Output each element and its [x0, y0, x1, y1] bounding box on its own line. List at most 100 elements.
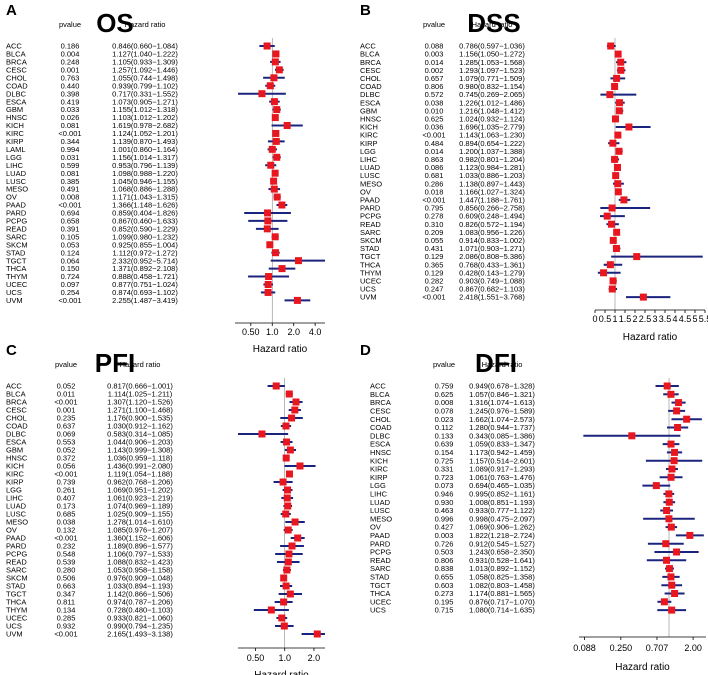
- row-hr-text: 1.278(1.014−1.610): [107, 518, 173, 527]
- row-hr-text: 0.717(0.331−1.552): [112, 89, 178, 98]
- row-hr-text: 1.013(0.892−1.152): [469, 564, 535, 573]
- row-hr-text: 1.001(0.860−1.164): [112, 145, 178, 154]
- x-tick-label: 0.707: [646, 643, 669, 653]
- row-label: KICH: [6, 121, 24, 130]
- row-hr-text: 0.826(0.572−1.194): [459, 220, 525, 229]
- row-label: SARC: [370, 564, 391, 573]
- hr-point: [278, 614, 286, 622]
- hr-point: [639, 293, 647, 301]
- row-label: HNSC: [6, 113, 28, 122]
- row-hr-text: 1.098(0.988−1.220): [112, 169, 178, 178]
- row-pvalue: 0.129: [425, 268, 444, 277]
- row-hr-text: 1.053(0.958−1.158): [107, 566, 173, 575]
- hr-point: [667, 440, 675, 448]
- row-hr-text: 1.099(0.980−1.232): [112, 232, 178, 241]
- row-label: LUAD: [6, 502, 27, 511]
- row-pvalue: 0.004: [61, 50, 80, 59]
- hr-point: [292, 398, 300, 406]
- row-label: READ: [360, 220, 381, 229]
- hr-point: [286, 446, 294, 454]
- row-hr-text: 2.332(0.952−5.714): [112, 256, 178, 265]
- row-hr-text: 1.055(0.744−1.498): [112, 73, 178, 82]
- row-hr-text: 1.307(1.120−1.526): [107, 398, 173, 407]
- row-label: DLBC: [6, 430, 27, 439]
- hr-point: [617, 66, 625, 74]
- hr-point: [673, 407, 681, 415]
- row-label: COAD: [370, 423, 392, 432]
- row-pvalue: <0.001: [58, 201, 81, 210]
- row-hr-text: 1.243(0.658−2.350): [469, 548, 535, 557]
- hr-point: [282, 454, 290, 462]
- row-label: KIRP: [370, 473, 388, 482]
- hr-header: Hazard ratio: [120, 360, 161, 369]
- row-hr-text: 0.894(0.654−1.222): [459, 139, 525, 148]
- row-hr-text: 1.216(1.048−1.412): [459, 106, 525, 115]
- panel-A: A OS pvalue Hazard ratio ACC 0.186 0.846(0.660…: [6, 2, 325, 355]
- x-tick-label: 5.5: [699, 314, 708, 324]
- row-pvalue: <0.001: [58, 129, 81, 138]
- hr-point: [264, 281, 272, 288]
- row-hr-text: 1.114(1.025−1.211): [108, 390, 173, 399]
- hr-point: [294, 257, 302, 265]
- row-hr-text: 0.867(0.460−1.633): [112, 217, 178, 226]
- row-label: TGCT: [370, 581, 391, 590]
- panel-title: OS: [96, 8, 134, 38]
- hr-point: [270, 98, 278, 106]
- row-pvalue: 0.086: [425, 163, 444, 172]
- row-pvalue: 0.572: [425, 90, 444, 99]
- pvalue-header: pvalue: [55, 360, 77, 369]
- row-pvalue: 0.806: [425, 82, 444, 91]
- row-label: MESO: [6, 185, 28, 194]
- row-pvalue: 0.261: [57, 486, 76, 495]
- hr-point: [614, 50, 622, 58]
- row-pvalue: 0.081: [61, 121, 80, 130]
- x-tick-label: 0.50: [242, 327, 260, 337]
- row-hr-text: 1.106(0.797−1.533): [107, 550, 173, 559]
- row-label: KIRP: [6, 478, 24, 487]
- row-label: LIHC: [360, 155, 378, 164]
- row-pvalue: 0.055: [425, 236, 444, 245]
- hr-point: [600, 269, 608, 277]
- row-label: LGG: [6, 486, 22, 495]
- x-axis-label: Hazard ratio: [254, 670, 309, 675]
- row-pvalue: 0.069: [57, 430, 76, 439]
- x-tick-label: 3.5: [659, 314, 672, 324]
- hr-point: [263, 225, 271, 233]
- x-axis-label: Hazard ratio: [253, 344, 308, 355]
- row-hr-text: 1.139(0.870−1.493): [112, 137, 178, 146]
- row-label: KIRC: [360, 131, 379, 140]
- hr-point: [272, 50, 280, 58]
- hr-point: [291, 518, 299, 526]
- hr-point: [663, 556, 671, 564]
- row-label: SKCM: [6, 574, 28, 583]
- hr-point: [611, 83, 619, 90]
- hr-point: [270, 185, 278, 193]
- row-pvalue: 0.132: [57, 526, 76, 535]
- hr-point: [264, 209, 272, 217]
- row-label: PARD: [6, 542, 27, 551]
- hr-point: [613, 228, 621, 236]
- row-label: UCEC: [360, 277, 382, 286]
- hr-point: [671, 590, 679, 597]
- row-label: LAML: [6, 145, 26, 154]
- row-pvalue: 0.863: [425, 155, 444, 164]
- row-hr-text: 1.112(0.972−1.272): [112, 248, 178, 257]
- hr-point: [607, 42, 615, 50]
- row-pvalue: 0.278: [425, 212, 444, 221]
- row-pvalue: 0.011: [57, 390, 75, 399]
- panel-B: B DSS pvalue Hazard ratio ACC 0.088 0.786(0.59…: [360, 2, 708, 343]
- row-hr-text: 1.142(0.866−1.506): [107, 590, 173, 599]
- row-label: SKCM: [6, 240, 28, 249]
- row-label: KIRC: [6, 129, 25, 138]
- row-pvalue: 0.331: [435, 465, 454, 474]
- row-hr-text: 0.876(0.717−1.070): [469, 597, 535, 606]
- row-pvalue: 0.491: [61, 185, 80, 194]
- row-hr-text: 1.123(0.984−1.281): [459, 163, 525, 172]
- row-hr-text: 1.036(0.959−1.118): [107, 454, 173, 463]
- hr-point: [686, 531, 694, 539]
- row-pvalue: 0.663: [57, 582, 76, 591]
- row-label: GBM: [6, 446, 23, 455]
- row-pvalue: 0.033: [61, 105, 80, 114]
- hr-point: [606, 91, 614, 99]
- hr-point: [612, 172, 620, 180]
